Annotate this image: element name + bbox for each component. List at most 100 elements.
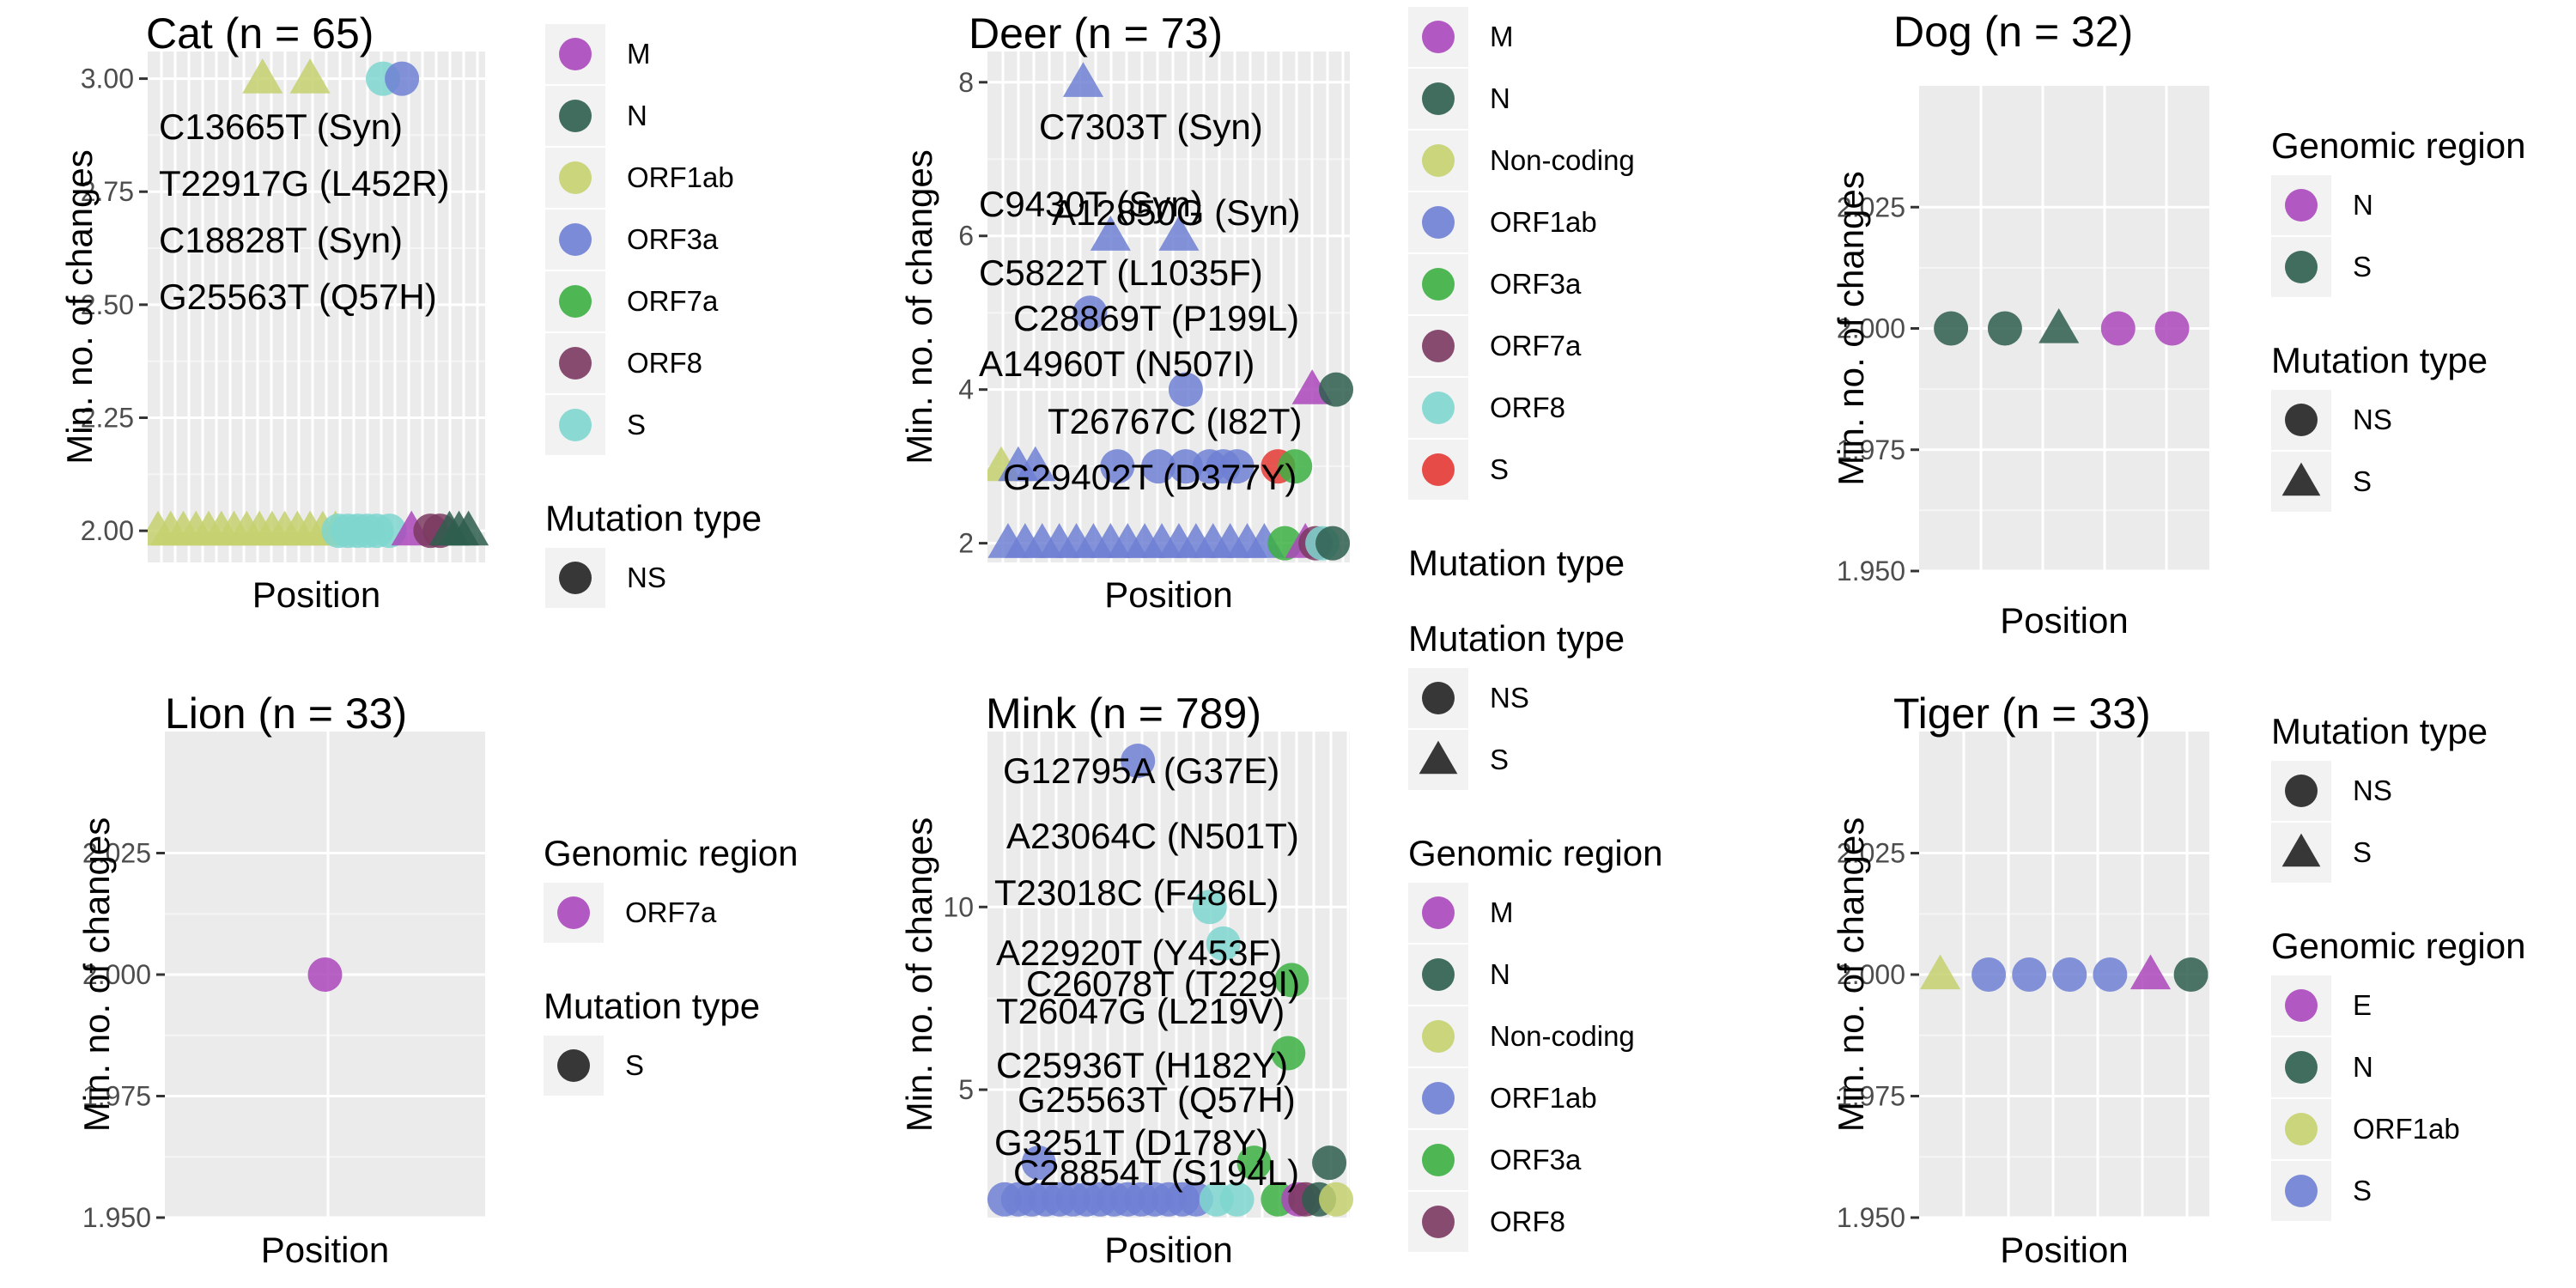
- legend-label: ORF8: [1490, 1206, 1565, 1237]
- mutation-annotation: C28854T (S194L): [1013, 1152, 1299, 1193]
- legend-swatch: [1422, 144, 1455, 177]
- legend-mutation-type: Mutation type S: [544, 986, 760, 1096]
- mutation-annotation: T22917G (L452R): [159, 163, 450, 204]
- legend-swatch: [2285, 775, 2318, 807]
- legend-label: S: [2353, 836, 2372, 868]
- y-tick-label: 10: [943, 891, 974, 922]
- legend-label: S: [627, 409, 646, 440]
- panel-title: Lion (n = 33): [165, 690, 407, 738]
- data-point: [2052, 957, 2087, 992]
- legend-label: ORF7a: [1490, 330, 1582, 361]
- panel-dog: 1.950 1.975 2.000 2.025 Dog (n = 32) Position…: [1831, 8, 2525, 641]
- data-point: [1062, 62, 1104, 97]
- y-axis-label: Min. no. of changes: [59, 149, 100, 465]
- legend-label: M: [627, 38, 651, 70]
- legend-swatch: [2285, 189, 2318, 222]
- x-axis-label: Position: [1104, 1230, 1232, 1270]
- legend-label: M: [1490, 896, 1514, 928]
- data-point: [1015, 446, 1056, 482]
- legend-title: Genomic region: [544, 833, 798, 873]
- mutation-annotation: C7303T (Syn): [1039, 106, 1263, 147]
- legend-swatch: [559, 562, 592, 594]
- data-point: [2173, 957, 2208, 992]
- data-point: [1315, 526, 1351, 561]
- data-point: [1219, 449, 1255, 484]
- mutation-annotation: A22920T (Y453F): [996, 933, 1282, 973]
- legend-region: MN ORF1ab ORF3a ORF7a ORF8 S: [545, 24, 734, 455]
- x-axis-label: Position: [252, 574, 380, 615]
- y-tick-label: 3.00: [81, 64, 134, 94]
- legend-swatch: [1422, 21, 1455, 53]
- legend-title: Mutation type: [1408, 618, 1625, 659]
- mutation-annotation: G3251T (D178Y): [994, 1122, 1268, 1163]
- data-point: [2100, 311, 2136, 346]
- legend-label: S: [1490, 453, 1509, 485]
- legend-swatch: [2285, 251, 2318, 283]
- legend-label: S: [2353, 1175, 2372, 1206]
- data-point: [1168, 449, 1203, 484]
- y-tick-label: 2: [958, 528, 974, 559]
- y-tick-label: 2.75: [81, 176, 134, 207]
- y-tick-label: 2.000: [1837, 313, 1905, 344]
- legend-genomic-region: Genomic region NS: [2271, 125, 2525, 297]
- legend-swatch: [2285, 1113, 2318, 1145]
- legend-label: S: [2353, 251, 2372, 283]
- panel-title: Cat (n = 65): [146, 9, 374, 58]
- data-point: [1121, 744, 1156, 779]
- legend-label: N: [627, 100, 647, 131]
- data-point: [1271, 1036, 1306, 1071]
- data-point: [2154, 311, 2190, 346]
- y-tick-label: 1.975: [1837, 434, 1905, 465]
- legend-swatch: [1422, 682, 1455, 714]
- legend-label: ORF7a: [625, 896, 717, 928]
- data-point: [1920, 954, 1961, 990]
- legend-label: NS: [2353, 775, 2392, 806]
- legend-label: ORF8: [1490, 392, 1565, 423]
- y-axis-label: Min. no. of changes: [1831, 171, 1871, 486]
- legend-swatch: [559, 347, 592, 380]
- legend-swatch: [1422, 1020, 1455, 1053]
- data-point: [2012, 957, 2047, 992]
- data-point: [242, 58, 283, 94]
- legend-title: Genomic region: [1408, 833, 1662, 873]
- mutation-annotation: T26767C (I82T): [1048, 401, 1302, 441]
- legend-title: Mutation type: [545, 498, 762, 538]
- data-point: [448, 510, 489, 546]
- mutation-annotation: C18828T (Syn): [159, 220, 403, 260]
- legend-swatch: [2285, 1051, 2318, 1084]
- legend-swatch: [559, 409, 592, 441]
- legend-genomic-region: Genomic region ORF7a: [544, 833, 798, 943]
- y-axis-label: Min. no. of changes: [1831, 817, 1871, 1133]
- mutation-annotation: C5822T (L1035F): [979, 252, 1263, 293]
- legend-title: Genomic region: [2271, 125, 2525, 166]
- mutation-annotation: T26047G (L219V): [996, 991, 1285, 1031]
- data-point: [1168, 372, 1203, 407]
- panel-mink: 5 10 Mink (n = 789) Position Min. no. of cha…: [899, 618, 1662, 1270]
- legend-swatch: [1422, 453, 1455, 486]
- legend-swatch: [1422, 958, 1455, 991]
- mutation-annotation: A12850G (Syn): [1052, 192, 1301, 233]
- legend-label: N: [1490, 958, 1510, 990]
- legend-swatch: [2285, 1175, 2318, 1207]
- legend-title: Mutation type: [2271, 340, 2488, 380]
- legend-swatch: [559, 100, 592, 132]
- data-point: [1319, 372, 1354, 407]
- legend-label: ORF8: [627, 347, 702, 379]
- legend-swatch: [559, 161, 592, 194]
- legend-swatch: [1422, 392, 1455, 424]
- mutation-annotation: T23018C (F486L): [994, 872, 1279, 913]
- data-point: [2038, 307, 2080, 343]
- legend-label: NS: [1490, 682, 1529, 714]
- y-axis-label: Min. no. of changes: [899, 149, 939, 465]
- panel-title: Mink (n = 789): [986, 690, 1261, 738]
- mutation-annotation: A23064C (N501T): [1006, 816, 1299, 856]
- data-point: [1021, 1145, 1056, 1181]
- legend-label: ORF1ab: [2353, 1113, 2460, 1145]
- legend-label: ORF1ab: [1490, 206, 1597, 238]
- legend-mutation-type: Mutation type: [1408, 543, 1625, 583]
- mutation-annotation: C9430T (Syn): [979, 184, 1203, 224]
- y-tick-label: 2.000: [82, 959, 151, 990]
- legend-label: ORF3a: [1490, 268, 1582, 300]
- y-axis-label: Min. no. of changes: [899, 817, 939, 1133]
